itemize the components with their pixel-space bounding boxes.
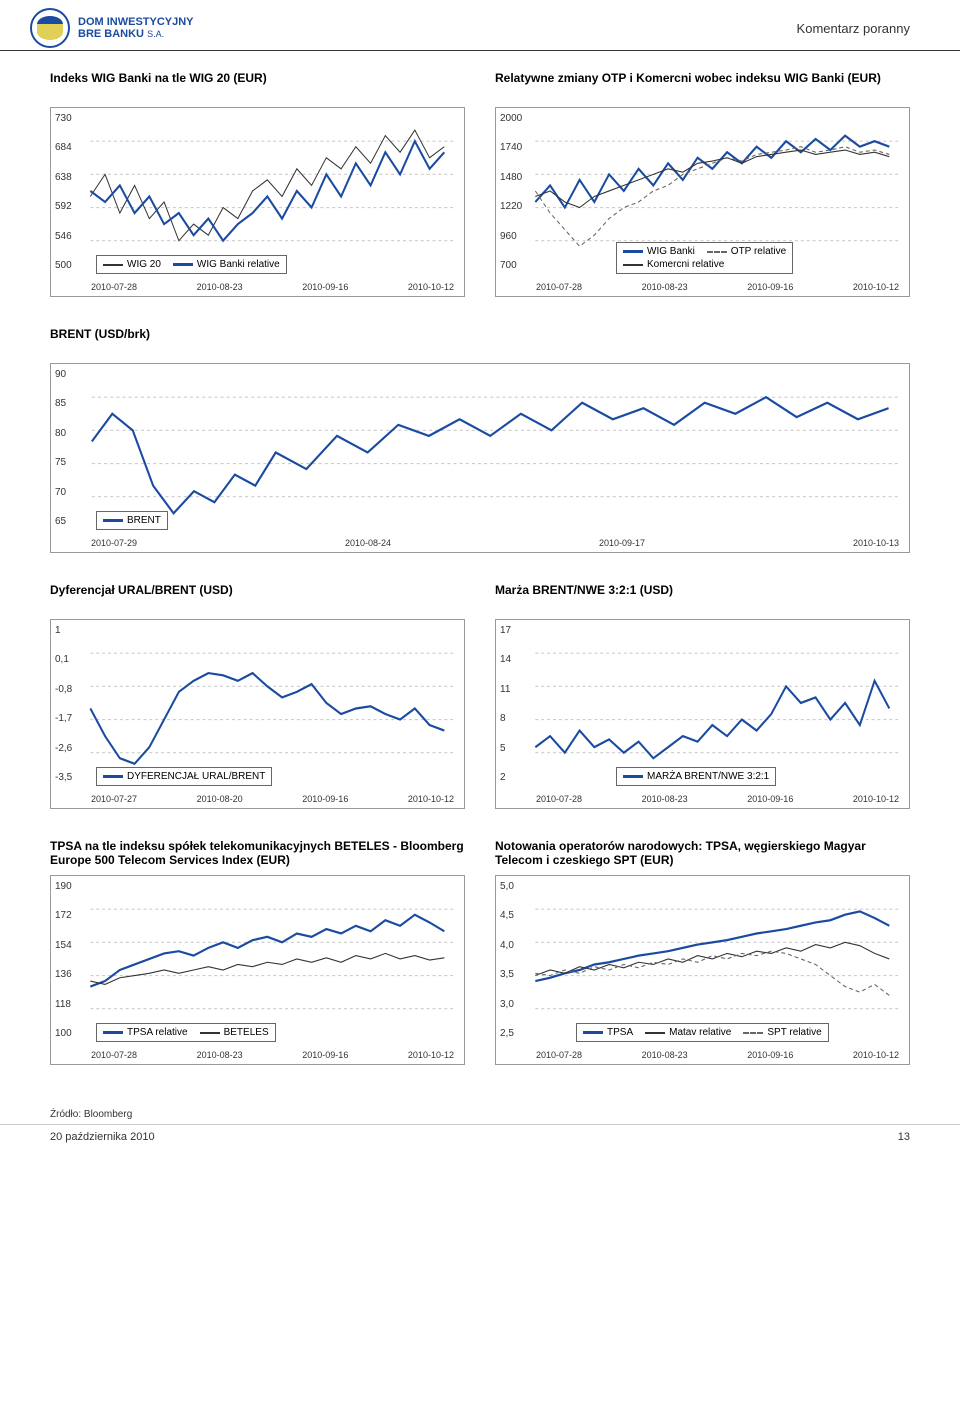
chart-title: Marża BRENT/NWE 3:2:1 (USD)	[495, 583, 910, 611]
legend: TPSA Matav relative SPT relative	[576, 1023, 829, 1042]
chart-row-2: BRENT (USD/brk) 908580757065 2010-07-292…	[50, 327, 910, 553]
chart-area: 908580757065 2010-07-292010-08-242010-09…	[50, 363, 910, 553]
legend: WIG Banki OTP relative Komercni relative	[616, 242, 793, 274]
chart-wig-banki: Indeks WIG Banki na tle WIG 20 (EUR) 730…	[50, 71, 465, 297]
x-axis: 2010-07-282010-08-232010-09-162010-10-12	[536, 282, 899, 292]
legend: WIG 20 WIG Banki relative	[96, 255, 287, 274]
chart-area: 190172154136118100 2010-07-282010-08-232…	[50, 875, 465, 1065]
chart-area: 171411852 2010-07-282010-08-232010-09-16…	[495, 619, 910, 809]
chart-tpsa-operators: Notowania operatorów narodowych: TPSA, w…	[495, 839, 910, 1065]
chart-row-3: Dyferencjał URAL/BRENT (USD) 10,1-0,8-1,…	[50, 583, 910, 809]
header-right-text: Komentarz poranny	[797, 21, 910, 36]
chart-tpsa-beteles: TPSA na tle indeksu spółek telekomunikac…	[50, 839, 465, 1065]
chart-title: TPSA na tle indeksu spółek telekomunikac…	[50, 839, 465, 867]
chart-area: 2000174014801220960700 2010-07-282010-08…	[495, 107, 910, 297]
logo-area: DOM INWESTYCYJNY BRE BANKU S.A.	[30, 8, 194, 48]
chart-title: Notowania operatorów narodowych: TPSA, w…	[495, 839, 910, 867]
chart-title: Indeks WIG Banki na tle WIG 20 (EUR)	[50, 71, 465, 99]
x-axis: 2010-07-282010-08-232010-09-162010-10-12	[536, 794, 899, 804]
logo-icon	[30, 8, 70, 48]
y-axis: 190172154136118100	[55, 876, 72, 1064]
y-axis: 10,1-0,8-1,7-2,6-3,5	[55, 620, 72, 808]
page-footer: 20 października 2010 13	[0, 1124, 960, 1149]
footer-page: 13	[898, 1131, 910, 1143]
x-axis: 2010-07-292010-08-242010-09-172010-10-13	[91, 538, 899, 548]
y-axis: 2000174014801220960700	[500, 108, 522, 296]
page-header: DOM INWESTYCYJNY BRE BANKU S.A. Komentar…	[0, 0, 960, 51]
x-axis: 2010-07-272010-08-202010-09-162010-10-12	[91, 794, 454, 804]
chart-title: Dyferencjał URAL/BRENT (USD)	[50, 583, 465, 611]
legend: DYFERENCJAŁ URAL/BRENT	[96, 767, 272, 786]
logo-line2: BRE BANKU S.A.	[78, 28, 194, 40]
y-axis: 730684638592546500	[55, 108, 72, 296]
chart-row-1: Indeks WIG Banki na tle WIG 20 (EUR) 730…	[50, 71, 910, 297]
logo-text: DOM INWESTYCYJNY BRE BANKU S.A.	[78, 16, 194, 40]
chart-otp-komercni: Relatywne zmiany OTP i Komercni wobec in…	[495, 71, 910, 297]
chart-ural-brent: Dyferencjał URAL/BRENT (USD) 10,1-0,8-1,…	[50, 583, 465, 809]
x-axis: 2010-07-282010-08-232010-09-162010-10-12	[91, 282, 454, 292]
legend: BRENT	[96, 511, 168, 530]
chart-brent: BRENT (USD/brk) 908580757065 2010-07-292…	[50, 327, 910, 553]
chart-area: 730684638592546500 2010-07-282010-08-232…	[50, 107, 465, 297]
chart-marza-brent: Marża BRENT/NWE 3:2:1 (USD) 171411852 20…	[495, 583, 910, 809]
chart-title: Relatywne zmiany OTP i Komercni wobec in…	[495, 71, 910, 99]
chart-title: BRENT (USD/brk)	[50, 327, 910, 355]
footer-date: 20 października 2010	[50, 1131, 155, 1143]
content: Indeks WIG Banki na tle WIG 20 (EUR) 730…	[0, 51, 960, 1105]
chart-svg	[51, 364, 909, 552]
x-axis: 2010-07-282010-08-232010-09-162010-10-12	[91, 1050, 454, 1060]
source-text: Źródło: Bloomberg	[0, 1105, 960, 1124]
legend: TPSA relative BETELES	[96, 1023, 276, 1042]
x-axis: 2010-07-282010-08-232010-09-162010-10-12	[536, 1050, 899, 1060]
y-axis: 171411852	[500, 620, 511, 808]
y-axis: 5,04,54,03,53,02,5	[500, 876, 514, 1064]
chart-area: 10,1-0,8-1,7-2,6-3,5 2010-07-272010-08-2…	[50, 619, 465, 809]
logo-line1: DOM INWESTYCYJNY	[78, 16, 194, 28]
chart-row-4: TPSA na tle indeksu spółek telekomunikac…	[50, 839, 910, 1065]
y-axis: 908580757065	[55, 364, 66, 552]
chart-area: 5,04,54,03,53,02,5 2010-07-282010-08-232…	[495, 875, 910, 1065]
legend: MARŻA BRENT/NWE 3:2:1	[616, 767, 776, 786]
